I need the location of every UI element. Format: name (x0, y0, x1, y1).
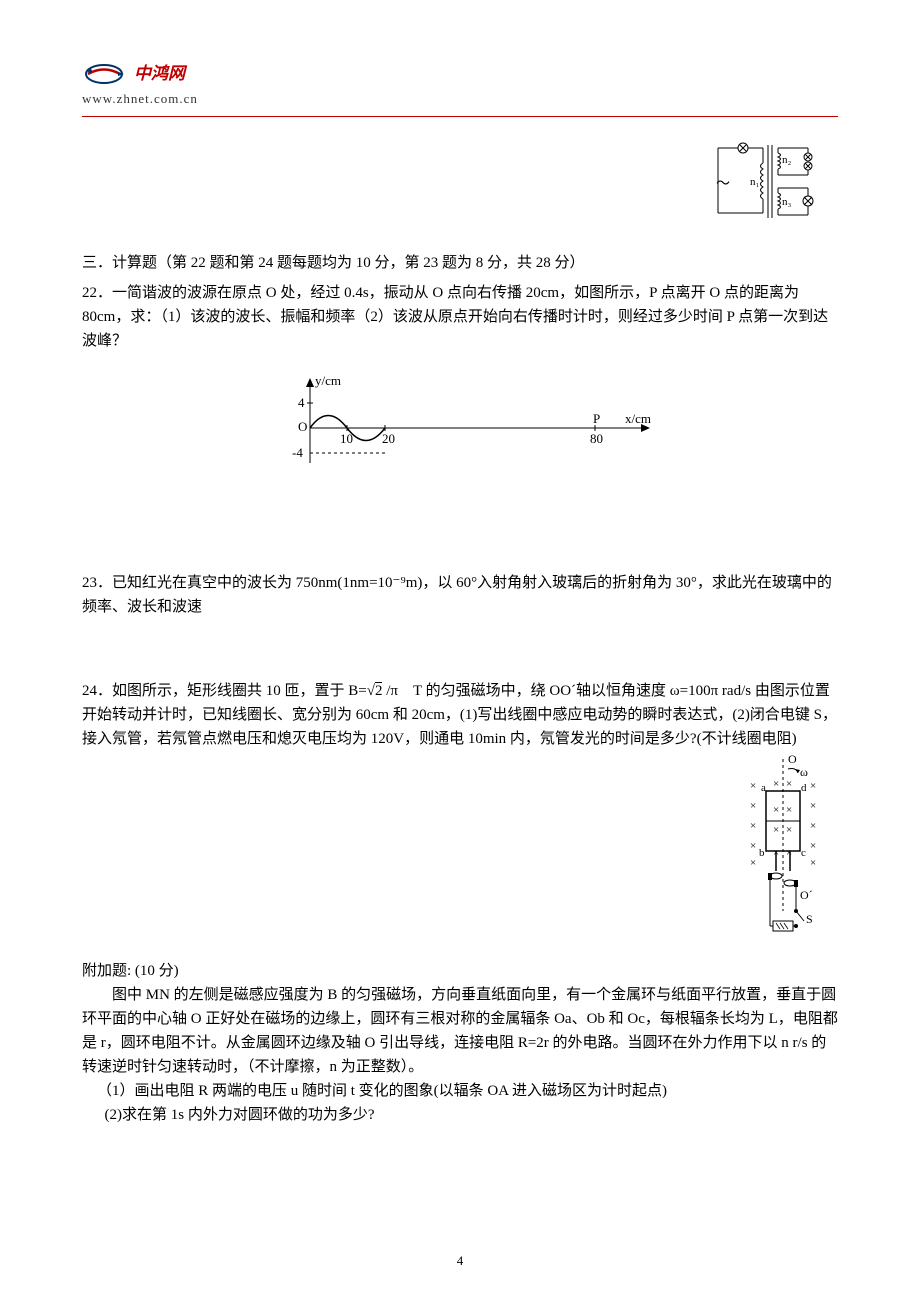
svg-text:×: × (810, 820, 816, 832)
svg-text:4: 4 (298, 395, 305, 410)
extra-title: 附加题: (10 分) (82, 959, 838, 983)
svg-text:y/cm: y/cm (315, 373, 341, 388)
svg-text:n₂: n₂ (782, 154, 792, 166)
svg-text:n₁: n₁ (750, 176, 760, 188)
svg-text:-4: -4 (292, 445, 303, 460)
header-divider (82, 116, 838, 117)
problem-text-p1: 如图所示，矩形线圈共 10 匝，置于 B= (112, 683, 367, 699)
svg-text:×: × (750, 820, 756, 832)
logo-icon (82, 61, 130, 87)
page-number: 4 (457, 1251, 464, 1272)
svg-text:×: × (750, 800, 756, 812)
svg-text:ω: ω (800, 765, 808, 779)
svg-text:×: × (786, 804, 792, 816)
logo-text: 中鸿网 (134, 60, 185, 87)
svg-text:x/cm: x/cm (625, 411, 651, 426)
svg-text:×: × (786, 847, 792, 859)
transformer-figure: ～ n₁ n₂ n₃ (708, 133, 838, 251)
problem-24: 24．如图所示，矩形线圈共 10 匝，置于 B=√2 /π T 的匀强磁场中，绕… (82, 679, 838, 751)
problem-text: 一简谐波的波源在原点 O 处，经过 0.4s，振动从 O 点向右传播 20cm，… (82, 285, 828, 349)
page-header: 中鸿网 www.zhnet.com.cn (82, 60, 838, 117)
svg-text:a: a (761, 782, 766, 794)
problem-number: 23． (82, 575, 112, 591)
svg-text:S: S (806, 912, 813, 926)
svg-text:P: P (593, 411, 600, 426)
page-content: ～ n₁ n₂ n₃ (82, 133, 838, 1127)
svg-text:×: × (810, 840, 816, 852)
svg-text:80: 80 (590, 431, 603, 446)
extra-q2: (2)求在第 1s 内外力对圆环做的功为多少? (105, 1103, 839, 1127)
extra-para1: 图中 MN 的左侧是磁感应强度为 B 的匀强磁场，方向垂直纸面向里，有一个金属环… (82, 983, 838, 1079)
svg-text:×: × (786, 778, 792, 790)
svg-text:d: d (801, 782, 807, 794)
problem-text-p1b: /π (382, 683, 398, 699)
section-title: 三．计算题（第 22 题和第 24 题每题均为 10 分，第 23 题为 8 分… (82, 251, 838, 275)
sqrt-expression: √2 (367, 682, 383, 699)
svg-text:×: × (810, 780, 816, 792)
svg-text:b: b (759, 847, 765, 859)
svg-text:×: × (750, 840, 756, 852)
svg-text:O: O (788, 752, 797, 766)
problem-text: 已知红光在真空中的波长为 750nm(1nm=10⁻⁹m)，以 60°入射角射入… (82, 575, 832, 615)
svg-text:O: O (298, 419, 307, 434)
svg-text:×: × (773, 824, 779, 836)
svg-text:×: × (786, 824, 792, 836)
svg-text:×: × (773, 804, 779, 816)
problem-22: 22．一简谐波的波源在原点 O 处，经过 0.4s，振动从 O 点向右传播 20… (82, 281, 838, 353)
svg-text:×: × (750, 857, 756, 869)
extra-q1: （1）画出电阻 R 两端的电压 u 随时间 t 变化的图象(以辐条 OA 进入磁… (97, 1079, 838, 1103)
logo-area: 中鸿网 (82, 60, 838, 87)
svg-text:c: c (801, 847, 806, 859)
logo-url: www.zhnet.com.cn (82, 89, 838, 110)
svg-text:×: × (810, 857, 816, 869)
svg-text:～: ～ (716, 177, 730, 192)
svg-text:O´: O´ (800, 888, 813, 902)
extra-problem: 附加题: (10 分) 图中 MN 的左侧是磁感应强度为 B 的匀强磁场，方向垂… (82, 959, 838, 1127)
svg-text:n₃: n₃ (782, 196, 792, 208)
problem-number: 24． (82, 683, 112, 699)
problem-23: 23．已知红光在真空中的波长为 750nm(1nm=10⁻⁹m)，以 60°入射… (82, 571, 838, 619)
svg-text:×: × (773, 778, 779, 790)
wave-figure: y/cm x/cm O 4 -4 10 20 P 80 (82, 373, 838, 491)
svg-text:×: × (750, 780, 756, 792)
svg-text:×: × (810, 800, 816, 812)
coil-figure: O ω a d b c × × × × × × × × (728, 751, 838, 959)
problem-number: 22． (82, 285, 112, 301)
svg-text:20: 20 (382, 431, 395, 446)
